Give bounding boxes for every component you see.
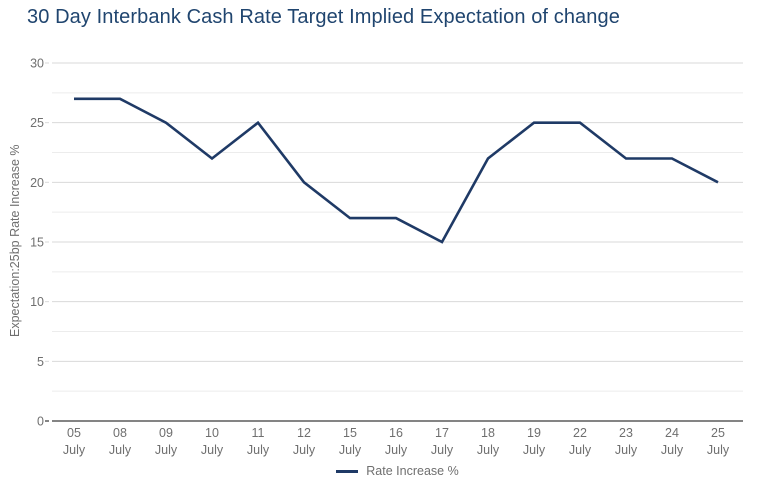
x-tick-label-day: 22 <box>573 426 587 440</box>
x-tick-label-month: July <box>523 443 546 457</box>
x-tick-label-day: 09 <box>159 426 173 440</box>
y-tick-label: 20 <box>30 176 44 190</box>
x-tick-label-month: July <box>385 443 408 457</box>
x-tick-label-month: July <box>707 443 730 457</box>
x-tick-label-day: 25 <box>711 426 725 440</box>
x-tick-label-month: July <box>615 443 638 457</box>
y-tick-label: 0 <box>37 415 44 429</box>
x-tick-label-month: July <box>201 443 224 457</box>
y-tick-label: 25 <box>30 116 44 130</box>
x-tick-label-day: 10 <box>205 426 219 440</box>
x-tick-label-month: July <box>431 443 454 457</box>
x-tick-label-month: July <box>569 443 592 457</box>
x-tick-label-month: July <box>63 443 86 457</box>
series-line-rate-increase- <box>74 97 719 244</box>
y-tick-label: 10 <box>30 295 44 309</box>
x-tick-label-month: July <box>247 443 270 457</box>
x-tick-label-day: 11 <box>252 426 265 440</box>
legend: Rate Increase % <box>52 462 743 480</box>
y-tick-label: 30 <box>30 57 44 71</box>
x-tick-label-day: 15 <box>343 426 357 440</box>
x-tick-label-month: July <box>293 443 316 457</box>
x-tick-label-month: July <box>339 443 362 457</box>
x-tick-label-day: 05 <box>67 426 81 440</box>
x-tick-label-day: 18 <box>481 426 495 440</box>
x-tick-label-day: 12 <box>297 426 311 440</box>
x-tick-label-day: 19 <box>527 426 541 440</box>
x-tick-label-month: July <box>155 443 178 457</box>
legend-line-swatch-icon <box>336 469 359 473</box>
x-tick-label-month: July <box>109 443 132 457</box>
chart-title: 30 Day Interbank Cash Rate Target Implie… <box>27 6 620 28</box>
x-tick-label-month: July <box>477 443 500 457</box>
x-tick-label-day: 17 <box>435 426 449 440</box>
x-tick-label-month: July <box>661 443 684 457</box>
x-tick-label-day: 24 <box>665 426 679 440</box>
x-tick-label-day: 23 <box>619 426 633 440</box>
x-tick-label-day: 08 <box>113 426 127 440</box>
y-tick-label: 5 <box>37 355 44 369</box>
y-tick-label: 15 <box>30 236 44 250</box>
legend-label: Rate Increase % <box>366 464 459 478</box>
x-tick-label-day: 16 <box>389 426 403 440</box>
